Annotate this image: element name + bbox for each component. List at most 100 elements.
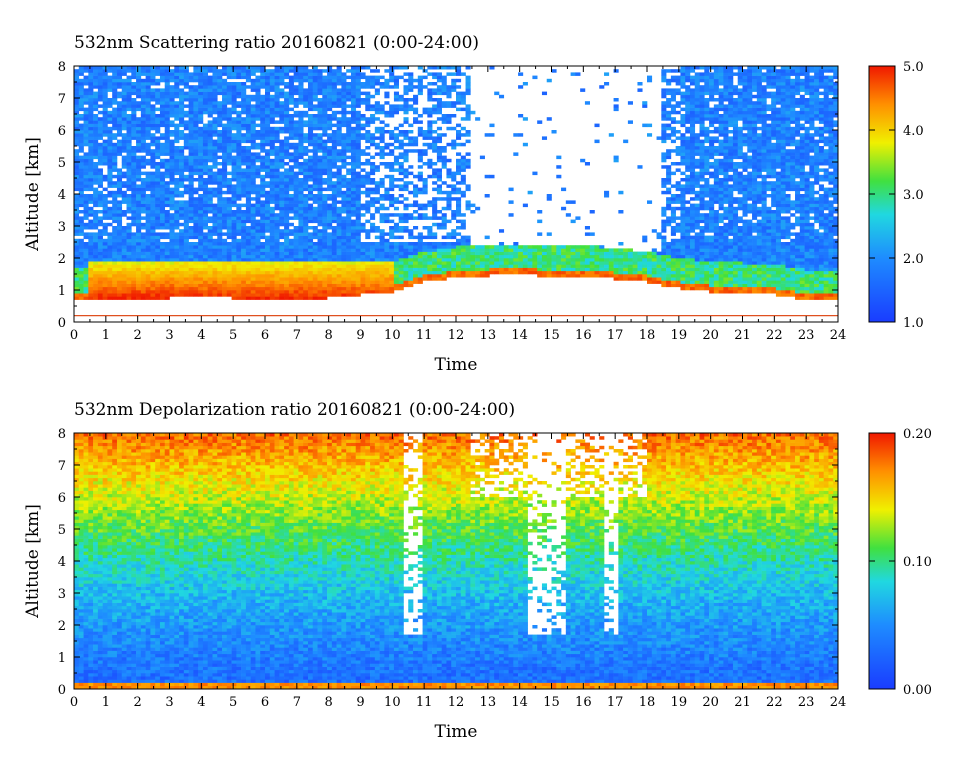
heatmap-cell <box>417 114 423 118</box>
heatmap-cell <box>355 258 361 262</box>
heatmap-cell <box>303 72 309 76</box>
heatmap-cell <box>317 126 323 131</box>
heatmap-cell <box>107 82 113 86</box>
heatmap-cell <box>116 286 123 291</box>
heatmap-cell <box>274 174 280 179</box>
heatmap-cell <box>346 98 352 102</box>
heatmap-cell <box>255 123 261 128</box>
heatmap-cell <box>293 280 299 284</box>
heatmap-cell <box>389 274 395 278</box>
heatmap-cell <box>116 264 123 268</box>
heatmap-cell <box>121 280 127 284</box>
heatmap-cell <box>322 101 328 105</box>
heatmap-cell <box>293 258 299 262</box>
heatmap-cell <box>341 194 347 198</box>
heatmap-cell <box>222 280 228 284</box>
heatmap-cell <box>116 117 123 121</box>
heatmap-cell <box>413 280 419 284</box>
heatmap-cell <box>274 69 280 73</box>
heatmap-cell <box>207 206 213 211</box>
heatmap-cell <box>331 82 337 86</box>
heatmap-cell <box>260 85 266 89</box>
heatmap-cell <box>408 232 414 236</box>
heatmap-cell <box>355 219 361 224</box>
heatmap-cell <box>236 146 242 150</box>
heatmap-cell <box>470 270 476 275</box>
heatmap-cell <box>140 178 146 182</box>
heatmap-cell <box>336 286 342 291</box>
heatmap-cell <box>327 238 333 243</box>
heatmap-cell <box>145 187 151 192</box>
heatmap-cell <box>188 126 194 131</box>
heatmap-cell <box>112 210 118 214</box>
heatmap-cell <box>370 78 376 83</box>
heatmap-cell <box>355 155 361 160</box>
heatmap-cell <box>465 104 471 108</box>
heatmap-cell <box>217 194 223 198</box>
heatmap-cell <box>78 78 84 83</box>
heatmap-cell <box>131 261 137 265</box>
heatmap-cell <box>446 184 452 188</box>
heatmap-cell <box>451 251 457 256</box>
heatmap-cell <box>312 254 318 259</box>
heatmap-cell <box>231 194 237 198</box>
heatmap-cell <box>317 190 323 195</box>
heatmap-cell <box>479 155 485 160</box>
heatmap-cell <box>88 120 94 124</box>
heatmap-cell <box>317 251 323 256</box>
heatmap-cell <box>284 210 290 214</box>
heatmap-cell <box>436 133 442 137</box>
heatmap-cell <box>379 290 385 294</box>
heatmap-cell <box>255 200 261 204</box>
heatmap-cell <box>112 229 118 233</box>
heatmap-cell <box>312 91 318 96</box>
heatmap-cell <box>269 194 275 198</box>
heatmap-cell <box>169 72 175 76</box>
heatmap-cell <box>207 293 213 297</box>
heatmap-cell <box>303 181 309 185</box>
heatmap-cell <box>212 72 218 76</box>
heatmap-cell <box>432 270 438 275</box>
heatmap-cell <box>327 290 333 294</box>
heatmap-cell <box>222 130 228 134</box>
heatmap-cell <box>131 213 137 217</box>
heatmap-cell <box>379 206 385 211</box>
heatmap-cell <box>451 270 457 275</box>
heatmap-cell <box>155 142 161 147</box>
heatmap-cell <box>226 197 232 201</box>
heatmap-cell <box>193 107 199 112</box>
heatmap-cell <box>317 280 323 284</box>
heatmap-cell <box>374 197 380 201</box>
heatmap-cell <box>112 165 118 169</box>
heatmap-cell <box>140 222 146 227</box>
heatmap-cell <box>451 184 457 188</box>
heatmap-cell <box>441 117 447 121</box>
heatmap-cell <box>121 293 127 297</box>
heatmap-cell <box>217 210 223 214</box>
heatmap-cell <box>159 158 166 163</box>
heatmap-cell <box>293 133 299 137</box>
heatmap-cell <box>83 98 89 102</box>
heatmap-cell <box>140 142 146 147</box>
heatmap-cell <box>350 229 357 233</box>
heatmap-cell <box>327 245 333 249</box>
heatmap-cell <box>307 248 314 252</box>
heatmap-cell <box>169 91 175 96</box>
heatmap-cell <box>422 110 428 115</box>
heatmap-cell <box>408 123 414 128</box>
heatmap-cell <box>260 168 266 172</box>
heatmap-cell <box>245 69 251 73</box>
heatmap-cell <box>422 133 428 137</box>
heatmap-cell <box>341 85 347 89</box>
heatmap-cell <box>116 171 123 176</box>
heatmap-cell <box>74 136 80 140</box>
heatmap-cell <box>188 210 194 214</box>
heatmap-cell <box>231 82 237 86</box>
heatmap-cell <box>74 296 80 300</box>
heatmap-cell <box>456 142 462 147</box>
heatmap-cell <box>288 222 294 227</box>
heatmap-cell <box>441 254 447 259</box>
heatmap-cell <box>88 181 94 185</box>
heatmap-cell <box>327 101 333 105</box>
heatmap-cell <box>136 258 142 262</box>
